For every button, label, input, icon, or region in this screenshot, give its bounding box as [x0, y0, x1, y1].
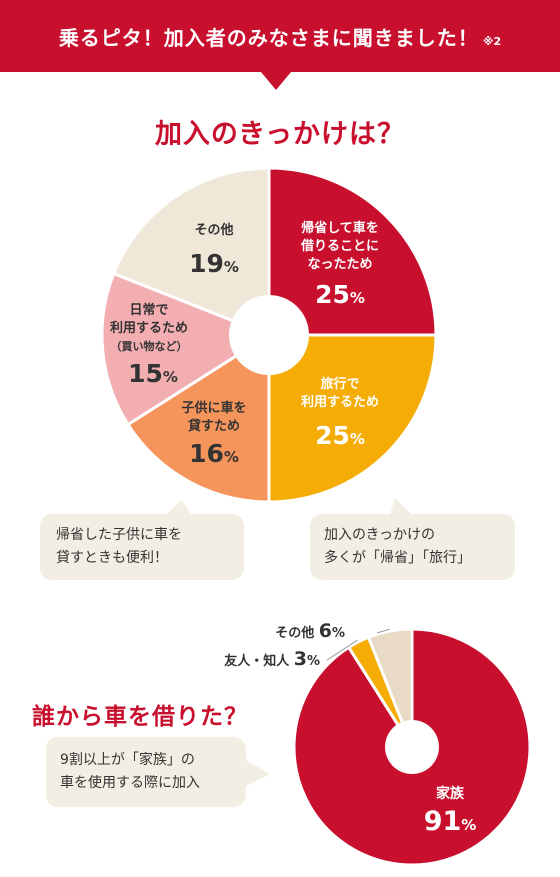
leader-line	[376, 628, 390, 634]
bubble-section2: 9割以上が「家族」の 車を使用する際に加入	[46, 737, 246, 807]
slice-label: 日常で	[129, 302, 168, 318]
banner-note: ※2	[482, 35, 502, 48]
slice-label-group: 友人・知人 3%	[224, 648, 320, 670]
header-banner	[0, 0, 560, 72]
slice-label: 利用するため	[301, 394, 379, 410]
bubble-left-pointer	[165, 500, 192, 515]
slice-value: 25%	[315, 421, 365, 450]
section2-heading: 誰から車を借りた？	[32, 704, 248, 730]
donut-hole	[385, 720, 439, 774]
slice-label: 利用するため	[110, 320, 188, 336]
bubble-section2-pointer	[246, 760, 270, 786]
bubble-right: 加入のきっかけの 多くが「帰省」「旅行」	[310, 514, 515, 580]
slice-value-number: 16	[189, 439, 224, 468]
slice-label: 帰省して車を	[301, 220, 379, 236]
slice-label-group: その他 6%	[275, 620, 345, 642]
slice-label: 貸すため	[188, 418, 240, 434]
slice-label: 家族	[436, 785, 465, 802]
slice-label: なったため	[307, 257, 372, 272]
slice-value-unit: %	[350, 430, 365, 448]
slice-label: （買い物など）	[111, 339, 188, 353]
slice-label: 友人・知人	[224, 653, 294, 669]
banner-pointer	[261, 72, 291, 90]
pie-slice	[366, 627, 414, 748]
bubble-left: 帰省した子供に車を 貸すときも便利！	[40, 514, 244, 580]
bubble-left-line: 帰省した子供に車を	[56, 527, 182, 543]
slice-value-number: 25	[315, 280, 350, 309]
slice-value-unit: %	[461, 816, 476, 834]
slice-value-unit: %	[332, 626, 345, 641]
slice-value-unit: %	[224, 258, 239, 276]
slice-label: その他	[275, 625, 319, 641]
slice-label: 旅行で	[320, 376, 359, 392]
leader-line	[326, 639, 358, 661]
section1-heading: 加入のきっかけは？	[154, 119, 406, 150]
slice-value-unit: %	[350, 289, 365, 307]
slice-value-number: 15	[128, 359, 163, 388]
pie-slice	[125, 332, 271, 504]
bubble-section2-line: 9割以上が「家族」の	[60, 752, 195, 768]
slice-value: 15%	[128, 359, 178, 388]
slice-value-number: 19	[189, 249, 224, 278]
slice-label: 借りることに	[300, 238, 379, 254]
slice-label: 子供に車を	[181, 400, 246, 416]
slice-value-unit: %	[163, 368, 178, 386]
bubble-right-line: 加入のきっかけの	[324, 527, 436, 543]
slice-value: 91%	[424, 806, 477, 837]
slice-value-number: 25	[315, 421, 350, 450]
bubble-left-line: 貸すときも便利！	[56, 550, 168, 566]
slice-value-number: 3	[294, 648, 307, 670]
slice-value: 19%	[189, 249, 239, 278]
slice-value-number: 91	[424, 806, 462, 837]
slice-label: その他	[194, 222, 233, 238]
bubble-right-pointer	[390, 498, 412, 515]
slice-value-number: 6	[319, 620, 332, 642]
banner-title: 乗るピタ！加入者のみなさまに聞きました！ ※2	[0, 22, 560, 51]
slice-value-unit: %	[224, 448, 239, 466]
pie-slice	[111, 166, 271, 338]
pie-slice	[267, 333, 438, 504]
pie-slice	[267, 166, 438, 337]
bubble-right-line: 多くが「帰省」「旅行」	[324, 550, 471, 566]
slice-value-unit: %	[307, 654, 320, 669]
slice-value: 16%	[189, 439, 239, 468]
pie-slice	[100, 271, 273, 427]
bubble-section2-line: 車を使用する際に加入	[60, 775, 200, 791]
slice-value: 25%	[315, 280, 365, 309]
banner-title-text: 乗るピタ！加入者のみなさまに聞きました！	[58, 26, 479, 50]
donut-hole	[229, 295, 309, 375]
